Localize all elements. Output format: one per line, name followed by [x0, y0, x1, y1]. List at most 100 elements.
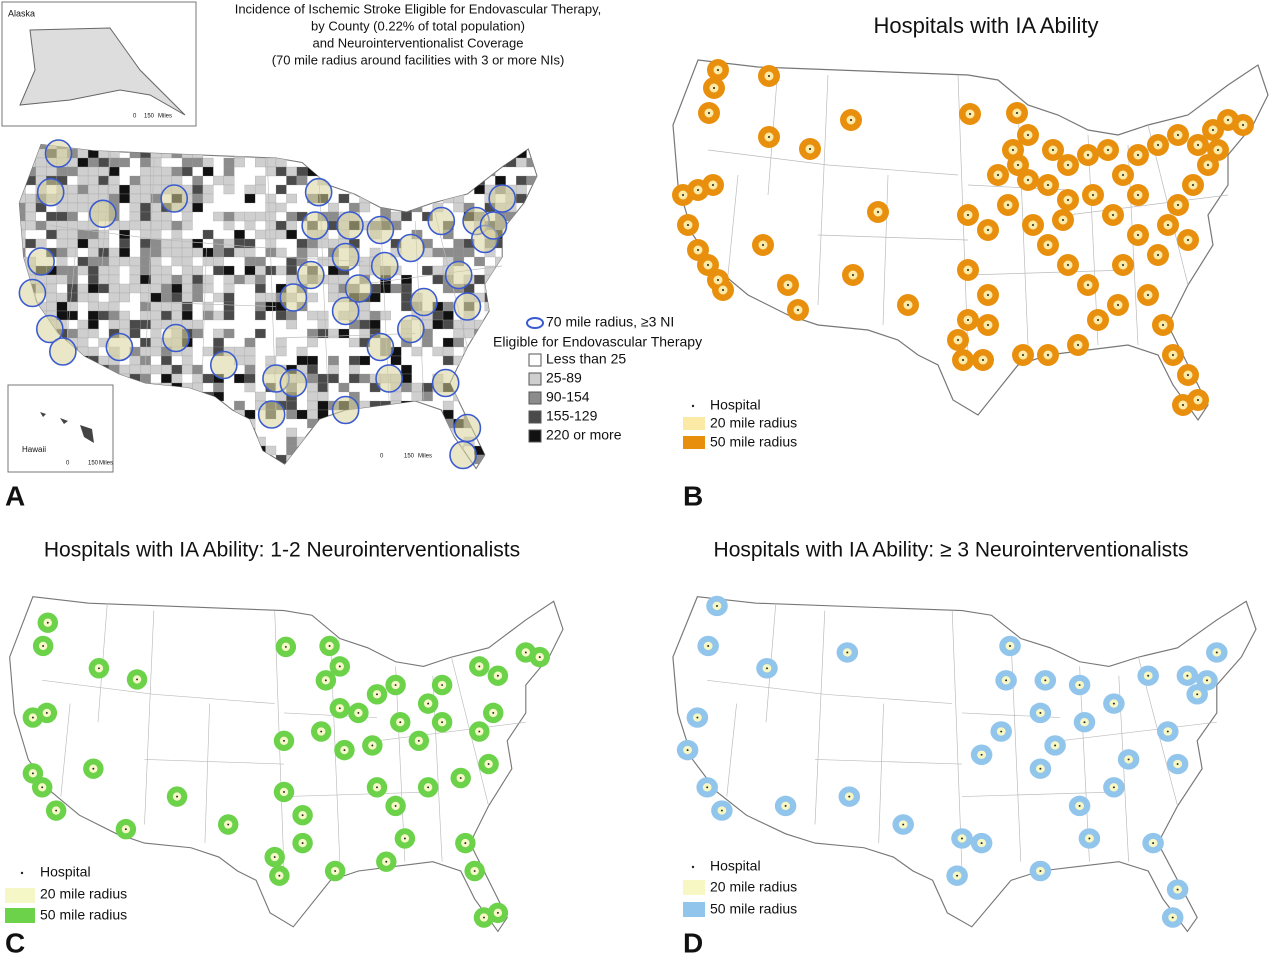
county — [223, 274, 235, 285]
hospital — [1147, 294, 1149, 296]
hospital — [41, 786, 44, 789]
county — [181, 364, 193, 375]
county — [67, 265, 78, 276]
county — [19, 346, 26, 357]
county — [140, 157, 151, 168]
hospital — [957, 339, 959, 341]
county — [453, 319, 465, 330]
county — [338, 157, 350, 168]
county — [265, 148, 277, 159]
county — [181, 256, 193, 267]
county — [171, 274, 183, 285]
hospital — [284, 645, 287, 648]
county — [390, 148, 402, 159]
hospital — [1171, 916, 1174, 919]
county — [317, 445, 329, 456]
county — [181, 247, 193, 258]
county — [46, 292, 57, 303]
title-line: Incidence of Ischemic Stroke Eligible fo… — [235, 1, 602, 16]
county — [98, 283, 110, 294]
hospital — [427, 702, 430, 705]
county — [359, 463, 371, 469]
county — [223, 310, 235, 321]
county — [181, 157, 193, 168]
county — [119, 454, 130, 465]
county — [35, 157, 47, 168]
county — [307, 400, 318, 411]
county — [307, 436, 318, 447]
county — [192, 202, 204, 213]
county — [87, 328, 99, 339]
county — [108, 274, 120, 285]
county — [108, 283, 120, 294]
county — [484, 292, 496, 303]
county — [67, 328, 78, 339]
county — [515, 418, 527, 429]
county — [35, 202, 47, 213]
county — [338, 193, 350, 204]
county — [275, 184, 287, 195]
county — [150, 247, 162, 258]
county — [129, 193, 141, 204]
ni-coverage — [453, 292, 482, 321]
county — [87, 265, 99, 276]
hospital — [1186, 674, 1189, 677]
county — [422, 463, 433, 469]
hospital — [1067, 264, 1069, 266]
county — [171, 256, 183, 267]
county — [19, 238, 26, 249]
hospital — [1176, 888, 1179, 891]
county — [202, 247, 214, 258]
county — [348, 373, 360, 384]
county — [474, 144, 485, 150]
county — [129, 202, 141, 213]
county — [505, 400, 517, 411]
county — [56, 166, 68, 177]
county — [275, 202, 287, 213]
county — [67, 211, 78, 222]
county — [338, 328, 350, 339]
county — [369, 292, 381, 303]
county — [286, 274, 298, 285]
county — [328, 364, 339, 375]
county — [192, 328, 204, 339]
county — [213, 382, 224, 393]
county — [432, 274, 444, 285]
county — [442, 310, 454, 321]
county — [275, 346, 287, 357]
county — [474, 382, 485, 393]
county — [202, 454, 214, 465]
county — [317, 373, 329, 384]
county — [161, 355, 172, 366]
county — [161, 364, 172, 375]
county — [192, 193, 204, 204]
county — [150, 427, 162, 438]
county — [77, 292, 89, 303]
county — [25, 202, 37, 213]
county — [474, 364, 485, 375]
hospital — [1087, 154, 1089, 156]
hospital — [487, 763, 490, 765]
county — [181, 292, 193, 303]
hospital — [1083, 721, 1086, 724]
county — [484, 418, 496, 429]
county — [286, 427, 298, 438]
alaska-shape — [19, 27, 186, 116]
hospital — [55, 809, 58, 812]
hospital — [962, 359, 964, 361]
county — [317, 319, 329, 330]
county — [515, 400, 527, 411]
hospital — [1207, 164, 1209, 166]
county — [181, 463, 193, 469]
county — [453, 238, 465, 249]
legend-swatch — [528, 429, 542, 443]
county — [307, 454, 318, 465]
county — [161, 454, 172, 465]
hospital — [343, 749, 346, 752]
county — [254, 310, 266, 321]
county — [213, 175, 224, 186]
county — [307, 364, 318, 375]
county — [328, 436, 339, 447]
county — [265, 202, 277, 213]
county — [140, 148, 151, 159]
